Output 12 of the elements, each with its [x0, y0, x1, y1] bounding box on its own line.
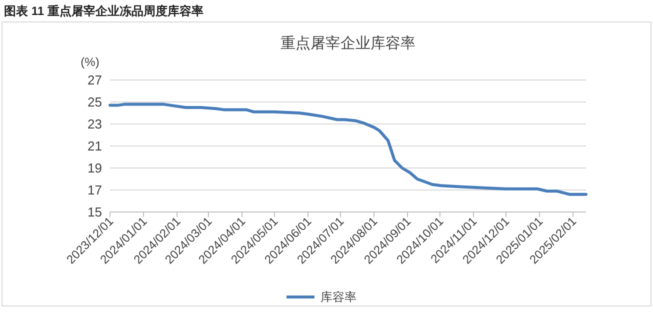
line-series: [108, 102, 588, 196]
y-tick-label: 25: [88, 94, 102, 110]
y-tick-label: 15: [88, 204, 102, 220]
y-tick-label: 21: [88, 138, 102, 154]
y-axis-title: (%): [80, 55, 100, 69]
chart-subtitle: 重点屠宰企业库容率: [280, 35, 416, 52]
y-tick-label: 23: [88, 116, 102, 132]
chart-title: 图表 11 重点屠宰企业冻品周度库容率: [4, 4, 204, 18]
y-tick-label: 19: [88, 160, 102, 176]
legend-label: 库容率: [320, 290, 356, 304]
y-tick-label: 27: [88, 72, 102, 88]
y-tick-label: 17: [88, 182, 102, 198]
